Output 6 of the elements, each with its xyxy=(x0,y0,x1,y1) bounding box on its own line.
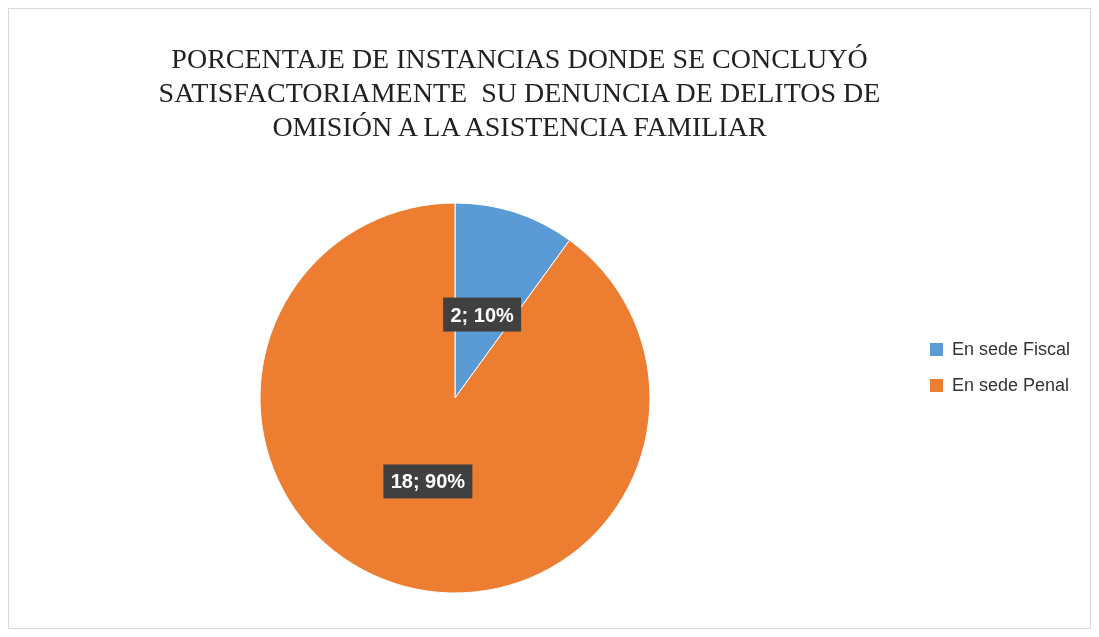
data-label: 18; 90% xyxy=(390,470,466,493)
pie-slice xyxy=(259,202,651,594)
data-label: 2; 10% xyxy=(450,303,515,326)
chart-title: PORCENTAJE DE INSTANCIAS DONDE SE CONCLUYÓ SATISFACTORIAMENTE SU DENUNCIA DE DELITOS DE OMISIÓN A LA ASISTENCIA FAMILIAR xyxy=(158,43,881,142)
legend-label: En sede Fiscal xyxy=(952,339,1071,359)
legend-label: En sede Penal xyxy=(952,375,1070,395)
